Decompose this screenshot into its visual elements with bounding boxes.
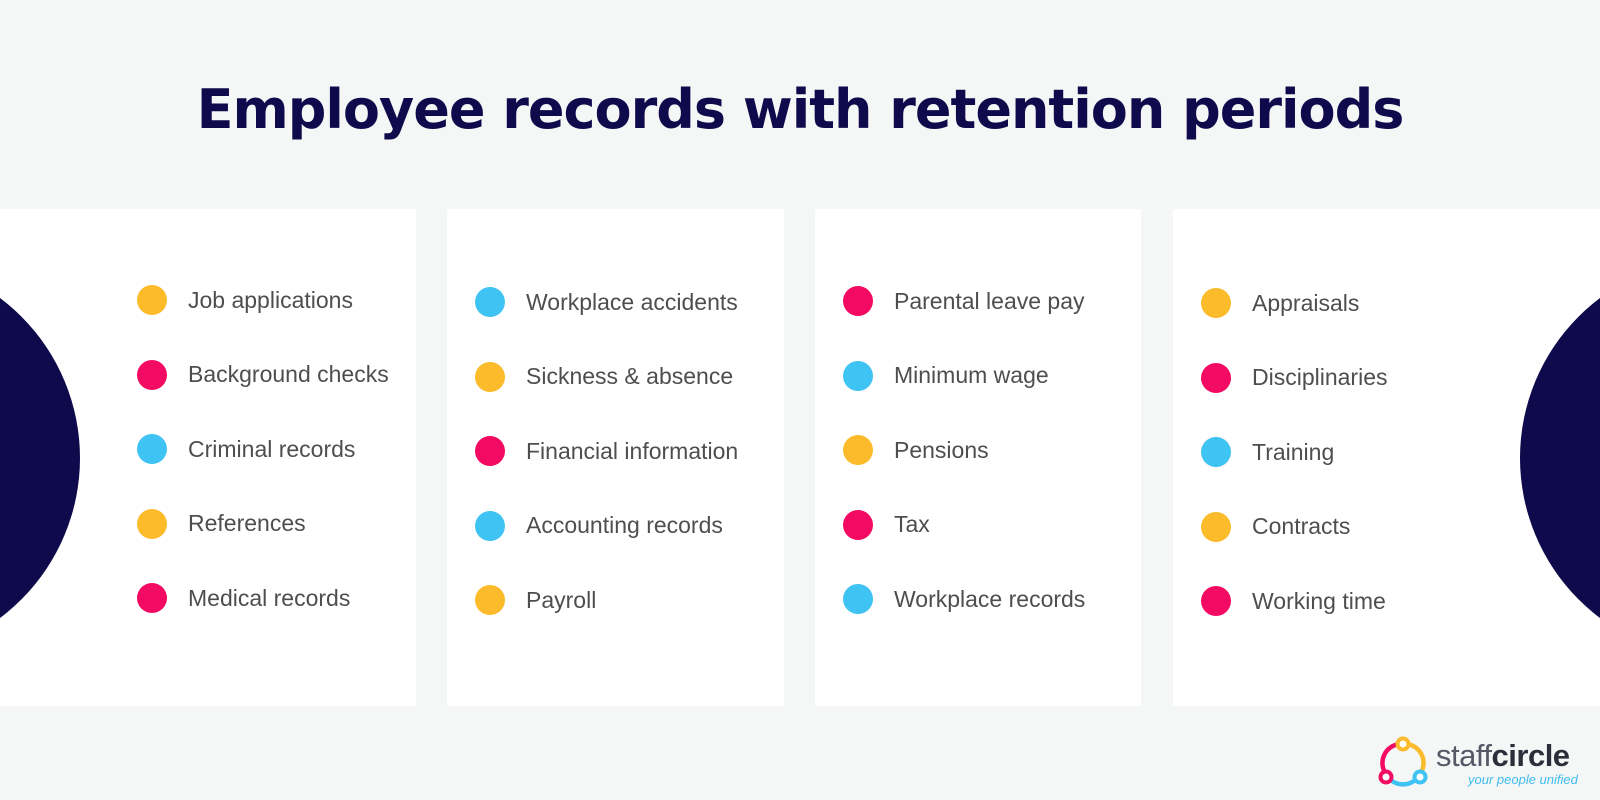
item-label: References: [188, 510, 306, 536]
records-list-1: Job applications Background checks Crimi…: [137, 284, 389, 614]
blue-bullet-dot: [475, 287, 505, 317]
list-item: Accounting records: [475, 510, 738, 542]
item-label: Disciplinaries: [1252, 364, 1388, 390]
item-label: Background checks: [188, 361, 389, 387]
staffcircle-logo-icon: [1378, 736, 1428, 787]
item-label: Financial information: [526, 437, 739, 464]
item-label: Parental leave pay: [894, 287, 1085, 314]
item-label: Sickness & absence: [526, 363, 734, 389]
page-title: Employee records with retention periods: [196, 78, 1405, 141]
blue-bullet-dot: [843, 584, 873, 614]
item-label: Pensions: [894, 436, 989, 463]
list-item: Working time: [1201, 585, 1387, 617]
logo-tagline: your people unified: [1468, 772, 1578, 787]
list-item: Parental leave pay: [843, 285, 1085, 317]
pink-bullet-dot: [1201, 362, 1231, 393]
pink-bullet-dot: [843, 286, 873, 316]
staffcircle-logo: staffcircle your people unified: [1376, 734, 1578, 790]
list-item: Contracts: [1201, 511, 1387, 543]
records-list-2: Workplace accidents Sickness & absence F…: [475, 286, 738, 616]
navy-half-circle-left: [0, 258, 80, 658]
item-label: Training: [1252, 438, 1335, 465]
list-item: Disciplinaries: [1201, 362, 1387, 394]
item-label: Payroll: [526, 586, 597, 613]
item-label: Working time: [1252, 587, 1386, 614]
blue-bullet-dot: [137, 434, 167, 464]
yellow-bullet-dot: [137, 508, 167, 539]
list-item: Workplace records: [843, 583, 1085, 615]
blue-bullet-dot: [475, 510, 505, 541]
records-list-4: Appraisals Disciplinaries Training Contr…: [1201, 287, 1387, 617]
records-panel-3: Parental leave pay Minimum wage Pensions…: [815, 209, 1141, 706]
records-panel-2: Workplace accidents Sickness & absence F…: [447, 209, 784, 706]
list-item: Sickness & absence: [475, 361, 738, 393]
pink-bullet-dot: [475, 436, 505, 466]
list-item: Training: [1201, 436, 1387, 468]
item-label: Workplace accidents: [526, 288, 738, 315]
yellow-bullet-dot: [137, 285, 167, 315]
yellow-bullet-dot: [1201, 288, 1231, 318]
wordmark-light: staff: [1436, 738, 1492, 773]
records-panel-1: Job applications Background checks Crimi…: [0, 209, 416, 706]
yellow-bullet-dot: [475, 361, 505, 392]
list-item: Background checks: [137, 359, 389, 391]
item-label: Job applications: [188, 286, 353, 313]
yellow-bullet-dot: [1201, 511, 1231, 542]
item-label: Accounting records: [526, 512, 723, 538]
list-item: Tax: [843, 509, 1085, 541]
item-label: Appraisals: [1252, 289, 1360, 316]
list-item: References: [137, 508, 389, 540]
blue-bullet-dot: [843, 360, 873, 391]
item-label: Tax: [894, 511, 930, 537]
pink-bullet-dot: [137, 583, 167, 613]
list-item: Job applications: [137, 284, 389, 316]
pink-bullet-dot: [137, 359, 167, 390]
list-item: Workplace accidents: [475, 286, 738, 318]
staffcircle-wordmark: staffcircle: [1436, 738, 1570, 774]
list-item: Medical records: [137, 582, 389, 614]
blue-bullet-dot: [1201, 437, 1231, 467]
list-item: Minimum wage: [843, 360, 1085, 392]
pink-bullet-dot: [843, 509, 873, 540]
list-item: Criminal records: [137, 433, 389, 465]
pink-bullet-dot: [1201, 586, 1231, 616]
yellow-bullet-dot: [475, 585, 505, 615]
yellow-bullet-dot: [843, 435, 873, 465]
item-label: Criminal records: [188, 435, 356, 462]
list-item: Payroll: [475, 584, 738, 616]
list-item: Pensions: [843, 434, 1085, 466]
wordmark-bold: circle: [1491, 738, 1571, 773]
navy-half-circle-right: [1520, 258, 1600, 658]
item-label: Contracts: [1252, 513, 1351, 539]
records-list-3: Parental leave pay Minimum wage Pensions…: [843, 285, 1085, 615]
list-item: Appraisals: [1201, 287, 1387, 319]
records-panel-4: Appraisals Disciplinaries Training Contr…: [1173, 209, 1600, 706]
item-label: Medical records: [188, 584, 351, 611]
item-label: Workplace records: [894, 585, 1086, 612]
item-label: Minimum wage: [894, 362, 1049, 388]
list-item: Financial information: [475, 435, 738, 467]
